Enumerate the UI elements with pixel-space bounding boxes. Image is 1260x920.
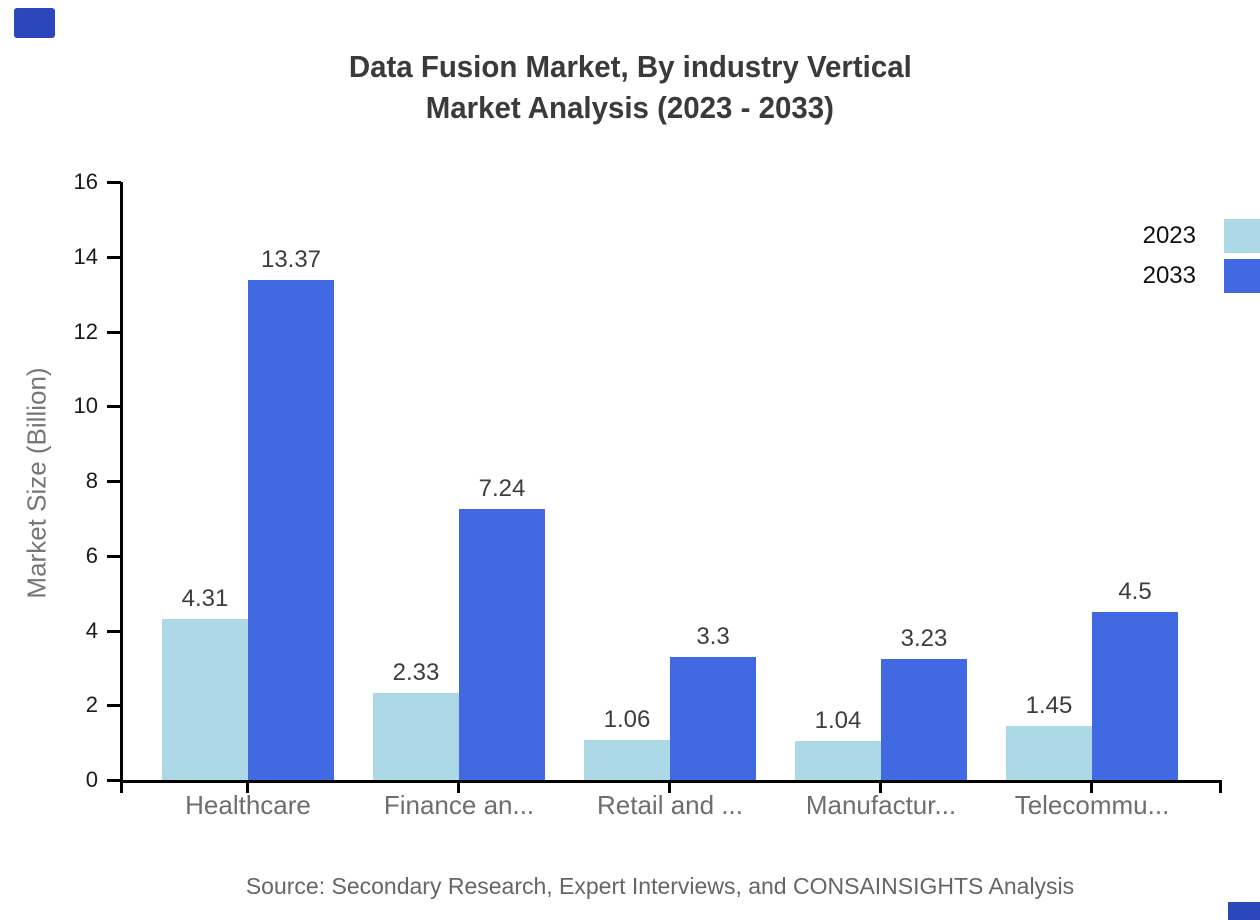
y-axis-tick [107,630,121,633]
bar-value-label-2023-retail-and: 1.06 [603,706,651,733]
x-category-label-healthcare: Healthcare [185,790,311,820]
x-category-label-retail-and: Retail and ... [597,790,743,820]
x-axis-tick-finance-an [457,783,460,793]
x-axis-tick-retail-and [668,783,671,793]
legend-swatch-2033 [1224,259,1260,293]
brand-corner-mark-top-left [14,8,55,38]
bar-value-label-2033-healthcare: 13.37 [260,246,322,273]
x-category-label-manufactur: Manufactur... [805,790,957,820]
bar-value-label-2033-manufactur: 3.23 [900,625,948,652]
y-axis-tick [107,256,121,259]
x-axis-tick-healthcare [246,783,249,793]
bar-2023-telecommu [1006,726,1092,780]
bar-value-label-2033-retail-and: 3.3 [696,623,730,650]
x-axis-line [120,780,1222,783]
bar-value-label-2033-finance-an: 7.24 [478,475,526,502]
y-axis-tick-label: 8 [85,468,98,493]
bar-2023-retail-and [584,740,670,780]
bar-2023-manufactur [795,741,881,780]
y-axis-tick [107,704,121,707]
y-axis-tick-label: 4 [85,618,98,643]
y-axis-tick [107,555,121,558]
legend-label-2033: 2033 [1142,262,1196,289]
y-axis-tick [107,779,121,782]
x-category-label-finance-an: Finance an... [383,790,535,820]
brand-corner-mark-bottom-right [1228,902,1260,920]
bar-2033-retail-and [670,657,756,780]
legend-label-2023: 2023 [1142,222,1196,249]
source-attribution: Source: Secondary Research, Expert Inter… [245,873,1075,899]
y-axis-tick-label: 2 [85,692,98,717]
bar-2023-healthcare [162,619,248,780]
y-axis-tick [107,480,121,483]
legend-item-2023: 2023 [1138,216,1260,256]
y-axis-tick [107,181,121,184]
chart-title-line1: Data Fusion Market, By industry Vertical [348,49,912,84]
bar-value-label-2023-telecommu: 1.45 [1025,692,1073,719]
y-axis-title: Market Size (Billion) [21,367,52,599]
bar-value-label-2023-manufactur: 1.04 [814,707,862,734]
y-axis-tick-label: 12 [73,319,98,344]
x-axis-end-tick [1219,783,1222,793]
y-axis-tick-label: 14 [73,244,98,269]
legend-item-2033: 2033 [1138,256,1260,296]
bar-2033-manufactur [881,659,967,780]
x-axis-end-tick [120,783,123,793]
chart-title-line2: Market Analysis (2023 - 2033) [425,90,835,125]
bar-2033-healthcare [248,280,334,780]
bar-2033-finance-an [459,509,545,780]
legend-swatch-2023 [1224,219,1260,253]
chart-title: Data Fusion Market, By industry Vertical… [0,46,1260,128]
x-category-label-telecommu: Telecommu... [1014,790,1170,820]
y-axis-line [120,182,123,783]
y-axis-tick-label: 16 [73,169,98,194]
x-axis-tick-telecommu [1090,783,1093,793]
y-axis-tick [107,331,121,334]
bar-value-label-2023-finance-an: 2.33 [392,659,440,686]
y-axis-tick-label: 0 [85,767,98,792]
x-axis-tick-manufactur [879,783,882,793]
bar-2023-finance-an [373,693,459,780]
legend: 2023 2033 [1138,216,1260,296]
y-axis-tick-label: 6 [85,543,98,568]
bar-value-label-2023-healthcare: 4.31 [181,585,229,612]
bar-2033-telecommu [1092,612,1178,780]
y-axis-tick-label: 10 [73,393,98,418]
bar-value-label-2033-telecommu: 4.5 [1118,578,1152,605]
y-axis-tick [107,405,121,408]
